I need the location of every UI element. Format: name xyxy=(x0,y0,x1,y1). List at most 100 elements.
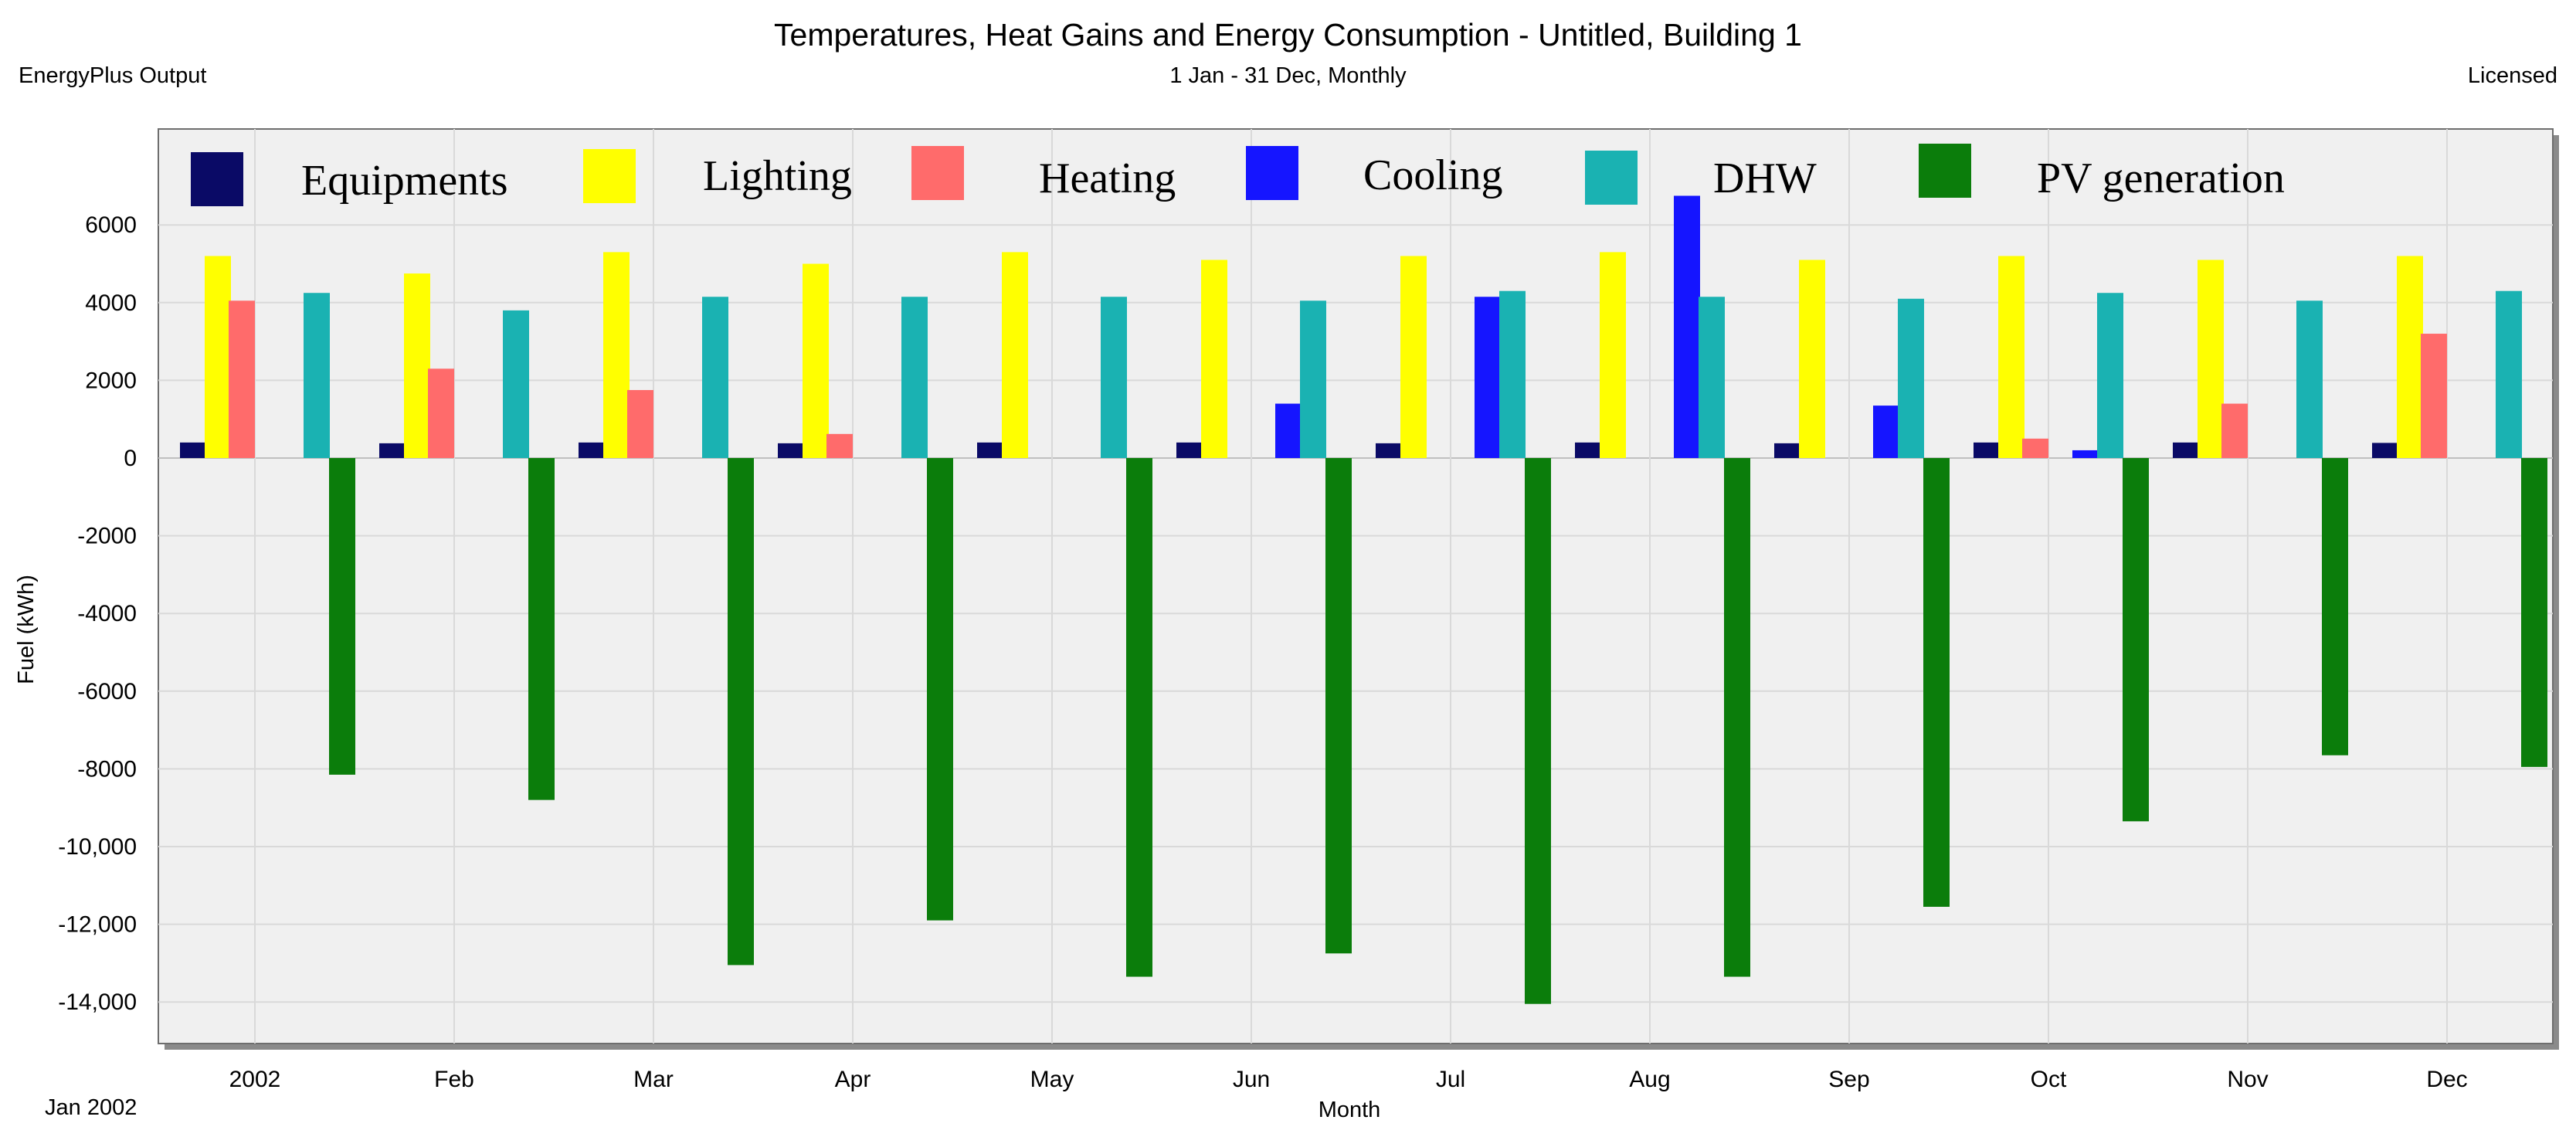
y-tick-label: 6000 xyxy=(85,212,137,238)
y-tick-label: -8000 xyxy=(77,756,137,782)
bar-lighting xyxy=(803,263,829,458)
bar-cooling xyxy=(1873,406,1899,458)
plot-area xyxy=(158,128,2554,1044)
legend-label: PV generation xyxy=(2037,154,2285,202)
bar-equipments xyxy=(1176,442,1203,458)
chart-title: Temperatures, Heat Gains and Energy Cons… xyxy=(774,17,1802,53)
bar-dhw xyxy=(1101,297,1127,458)
y-tick-label: 0 xyxy=(124,446,137,471)
license-label: Licensed xyxy=(2467,63,2557,88)
y-tick-label: -2000 xyxy=(77,524,137,549)
bar-lighting xyxy=(1600,252,1626,458)
x-tick-label: Jul xyxy=(1436,1067,1465,1092)
y-tick-label: -14,000 xyxy=(58,989,137,1015)
bar-dhw xyxy=(2097,293,2123,458)
legend-label: Lighting xyxy=(703,152,852,200)
bar-heating xyxy=(428,368,454,458)
bar-equipments xyxy=(2173,442,2199,458)
x-tick-label: Aug xyxy=(1629,1067,1670,1092)
bar-lighting xyxy=(1002,252,1028,458)
bar-lighting xyxy=(1201,260,1227,458)
legend-swatch xyxy=(1919,144,1971,198)
bar-equipments xyxy=(180,442,206,458)
bar-lighting xyxy=(404,273,430,458)
bar-equipments xyxy=(579,442,605,458)
bar-cooling xyxy=(1275,403,1302,458)
program-label: EnergyPlus Output xyxy=(19,63,207,88)
bar-pv-generation xyxy=(2123,458,2149,822)
bar-heating xyxy=(229,300,255,458)
bar-lighting xyxy=(2397,256,2423,458)
bar-equipments xyxy=(1774,443,1800,458)
bar-dhw xyxy=(901,297,928,458)
x-tick-label: Sep xyxy=(1828,1067,1869,1092)
bar-heating xyxy=(2221,403,2248,458)
bar-lighting xyxy=(205,256,231,458)
bar-equipments xyxy=(379,443,406,458)
y-tick-label: 4000 xyxy=(85,290,137,316)
legend-label: Equipments xyxy=(301,157,508,205)
legend-swatch xyxy=(191,152,243,206)
bar-dhw xyxy=(1499,290,1526,458)
x-tick-label: Nov xyxy=(2227,1067,2268,1092)
bar-dhw xyxy=(503,310,529,458)
legend-swatch xyxy=(911,146,964,200)
bar-pv-generation xyxy=(1126,458,1152,977)
bar-cooling xyxy=(2072,450,2099,458)
bar-dhw xyxy=(1699,297,1725,458)
bar-pv-generation xyxy=(1724,458,1750,977)
x-tick-label: May xyxy=(1030,1067,1074,1092)
x-tick-label: Oct xyxy=(2031,1067,2067,1092)
x-tick-label: Mar xyxy=(633,1067,674,1092)
bar-heating xyxy=(2022,438,2048,458)
bar-dhw xyxy=(1898,298,1924,458)
bar-equipments xyxy=(1376,443,1402,458)
y-axis-label: Fuel (kWh) xyxy=(14,575,39,684)
bar-pv-generation xyxy=(728,458,754,966)
bar-lighting xyxy=(1799,260,1825,458)
bar-pv-generation xyxy=(1525,458,1551,1004)
bar-heating xyxy=(627,389,653,458)
bar-dhw xyxy=(1300,300,1326,458)
bar-equipments xyxy=(2372,443,2398,458)
chart-subtitle: 1 Jan - 31 Dec, Monthly xyxy=(1169,63,1407,88)
bar-pv-generation xyxy=(927,458,953,921)
bar-heating xyxy=(826,433,853,458)
bar-pv-generation xyxy=(2521,458,2547,767)
bar-dhw xyxy=(304,293,330,458)
bar-lighting xyxy=(1998,256,2024,458)
x-tick-label: Apr xyxy=(835,1067,871,1092)
legend-swatch xyxy=(583,149,636,203)
bar-pv-generation xyxy=(528,458,555,800)
bar-cooling xyxy=(1674,195,1700,458)
x-tick-label: 2002 xyxy=(229,1067,281,1092)
bar-lighting xyxy=(1400,256,1427,458)
legend-swatch xyxy=(1585,151,1638,205)
x-tick-label: Dec xyxy=(2426,1067,2467,1092)
bar-dhw xyxy=(2296,300,2323,458)
legend-label: Cooling xyxy=(1363,151,1502,199)
bar-pv-generation xyxy=(1923,458,1950,907)
bar-heating xyxy=(2421,334,2447,458)
y-tick-label: -6000 xyxy=(77,679,137,704)
bar-dhw xyxy=(702,297,728,458)
bar-equipments xyxy=(1974,442,2000,458)
x-tick-label: Jun xyxy=(1233,1067,1270,1092)
bar-pv-generation xyxy=(329,458,355,775)
x-axis-label: Month xyxy=(1319,1098,1381,1122)
y-tick-label: -12,000 xyxy=(58,912,137,938)
legend-swatch xyxy=(1246,146,1298,200)
y-tick-label: 2000 xyxy=(85,368,137,393)
y-tick-label: -10,000 xyxy=(58,834,137,860)
bar-lighting xyxy=(2198,260,2224,458)
bar-pv-generation xyxy=(1325,458,1352,954)
bar-equipments xyxy=(778,443,804,458)
bar-pv-generation xyxy=(2322,458,2348,755)
legend-label: DHW xyxy=(1713,154,1817,202)
y-tick-label: -4000 xyxy=(77,601,137,626)
bar-cooling xyxy=(1475,297,1501,458)
x-tick-label: Feb xyxy=(434,1067,474,1092)
legend-label: Heating xyxy=(1039,154,1176,202)
bar-equipments xyxy=(1575,442,1601,458)
